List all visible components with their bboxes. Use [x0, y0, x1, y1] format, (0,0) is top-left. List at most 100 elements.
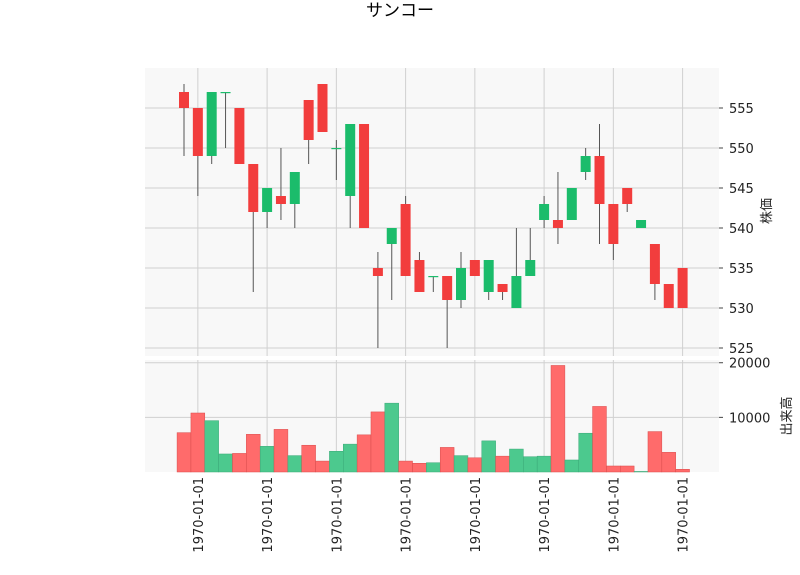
volume-bar-down	[398, 460, 413, 473]
volume-bar-up	[287, 455, 302, 473]
candle-body-up	[289, 172, 300, 204]
candle-body-up	[580, 156, 591, 172]
volume-bar-down	[620, 465, 635, 473]
volume-bar-down	[315, 460, 330, 473]
x-tick-label: 1970-01-01	[330, 477, 345, 553]
x-tick-label: 1970-01-01	[538, 477, 553, 553]
price-tick-label: 535	[729, 262, 754, 277]
price-tick-label: 525	[729, 342, 754, 357]
x-tick-label: 1970-01-01	[261, 477, 276, 553]
candle-body-up	[220, 92, 231, 94]
candle-body-up	[566, 188, 577, 220]
volume-axis-label: 出来高	[779, 396, 795, 435]
price-tick-label: 530	[729, 302, 754, 317]
candle-body-up	[206, 92, 217, 156]
candle-body-down	[552, 220, 563, 228]
candle-body-down	[442, 276, 453, 300]
price-panel-background	[145, 68, 719, 356]
volume-bar-down	[592, 406, 607, 473]
candle-body-up	[539, 204, 550, 220]
volume-bar-down	[273, 429, 289, 473]
volume-bar-down	[606, 465, 621, 473]
candle-body-down	[275, 196, 286, 204]
x-tick-label: 1970-01-01	[607, 477, 622, 553]
candle-body-down	[359, 124, 370, 228]
candle-body-up	[636, 220, 647, 228]
candle-body-down	[677, 268, 688, 308]
volume-bars	[176, 365, 690, 473]
candle-body-up	[428, 276, 439, 278]
volume-bar-down	[467, 457, 483, 473]
chart-title: サンコー	[366, 1, 434, 21]
volume-bar-down	[412, 463, 427, 473]
price-tick-label: 540	[729, 222, 754, 237]
volume-grid	[145, 360, 719, 472]
candle-body-up	[331, 148, 342, 150]
candle-body-down	[663, 284, 674, 308]
x-axis-ticks: 1970-01-01 1970-01-01 1970-01-01 1970-01-01…	[192, 477, 692, 553]
volume-bar-down	[232, 453, 247, 473]
volume-bar-down	[661, 452, 676, 473]
volume-bar-up	[509, 448, 524, 473]
price-tick-label: 545	[729, 182, 754, 197]
candle-body-down	[303, 100, 314, 140]
x-tick-label: 1970-01-01	[677, 477, 692, 553]
volume-bar-down	[176, 432, 192, 473]
candle-body-up	[483, 260, 494, 292]
volume-bar-up	[218, 453, 233, 473]
candle-body-down	[234, 108, 245, 164]
volume-tick-label: 10000	[729, 411, 770, 426]
volume-bar-down	[370, 411, 386, 473]
volume-bar-down	[439, 447, 455, 473]
candle-body-down	[497, 284, 508, 292]
volume-bar-up	[536, 455, 552, 473]
candle-body-up	[456, 268, 466, 300]
candle-body-up	[262, 188, 273, 212]
candle-body-down	[649, 244, 660, 284]
volume-bar-up	[329, 450, 344, 473]
candle-body-down	[622, 188, 633, 204]
volume-axis-ticks: 10000 20000	[719, 357, 770, 426]
volume-bar-up	[453, 455, 469, 473]
volume-bar-down	[675, 469, 690, 473]
volume-panel: 10000 20000 出来高	[145, 357, 795, 473]
volume-bar-up	[564, 459, 579, 473]
candle-body-up	[525, 260, 536, 276]
volume-bar-down	[495, 455, 510, 473]
candle-body-down	[179, 92, 189, 108]
candle-body-down	[317, 84, 328, 132]
volume-bar-down	[246, 434, 261, 473]
volume-bar-down	[550, 365, 566, 473]
volume-bar-down	[356, 434, 372, 473]
price-tick-label: 550	[729, 142, 754, 157]
price-axis-label: 株価	[760, 198, 775, 224]
x-tick-label: 1970-01-01	[400, 477, 415, 553]
candle-body-down	[608, 204, 619, 244]
volume-bar-up	[426, 462, 441, 473]
candle-body-up	[345, 124, 356, 196]
volume-bar-up	[481, 440, 496, 473]
volume-tick-label: 20000	[729, 357, 770, 372]
candle-body-down	[192, 108, 203, 156]
candle-body-down	[372, 268, 383, 276]
candle-body-up	[386, 228, 397, 244]
volume-bar-down	[301, 444, 316, 473]
x-tick-label: 1970-01-01	[469, 477, 484, 553]
candle-body-up	[511, 276, 522, 308]
volume-bar-up	[578, 432, 593, 473]
price-panel: 525 530 535 540 545 550 555 株価	[145, 68, 775, 357]
x-tick-label: 1970-01-01	[192, 477, 207, 553]
volume-bar-up	[523, 456, 538, 473]
volume-bar-up	[259, 446, 275, 473]
candle-body-down	[248, 164, 259, 212]
candle-body-down	[400, 204, 411, 276]
volume-bar-down	[647, 431, 663, 473]
volume-bar-up	[633, 471, 649, 473]
candle-body-down	[414, 260, 425, 292]
candle-body-down	[594, 156, 605, 204]
volume-bar-up	[384, 402, 399, 473]
volume-bar-up	[343, 443, 358, 473]
candle-body-down	[469, 260, 480, 276]
price-axis-ticks: 525 530 535 540 545 550 555	[719, 102, 754, 357]
price-tick-label: 555	[729, 102, 754, 117]
